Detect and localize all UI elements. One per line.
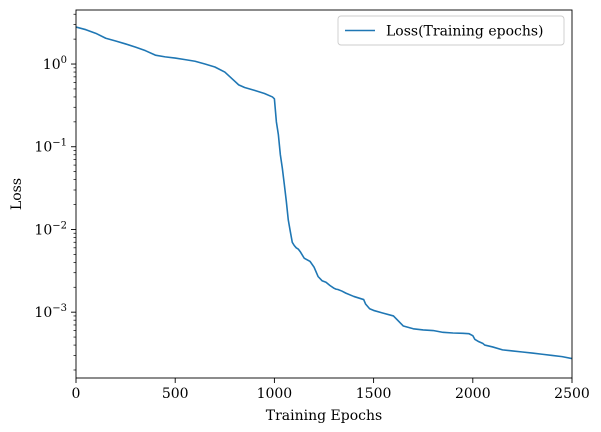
x-axis-title: Training Epochs [266,408,382,424]
y-tick-label-3: 10−3 [34,303,67,321]
x-axis-ticks: 0 500 1000 1500 2000 2500 [72,378,590,402]
legend-label-loss: Loss(Training epochs) [386,24,544,40]
legend-box [337,15,565,46]
x-tick-label-5: 2500 [554,386,590,402]
x-tick-label-0: 0 [72,386,81,402]
x-tick-label-1: 500 [162,386,189,402]
y-axis-ticks: 100 10−1 10−2 10−3 [34,55,76,321]
y-axis-title: Loss [9,178,25,210]
y-tick-label-2: 10−2 [34,220,67,238]
legend: Loss(Training epochs) [337,15,565,46]
x-tick-label-4: 2000 [455,386,491,402]
x-tick-label-2: 1000 [257,386,293,402]
plot-frame [75,9,573,379]
y-tick-label-1: 10−1 [34,138,67,156]
x-tick-label-3: 1500 [356,386,392,402]
series-line-loss [76,26,572,360]
y-tick-label-0: 100 [43,55,67,73]
